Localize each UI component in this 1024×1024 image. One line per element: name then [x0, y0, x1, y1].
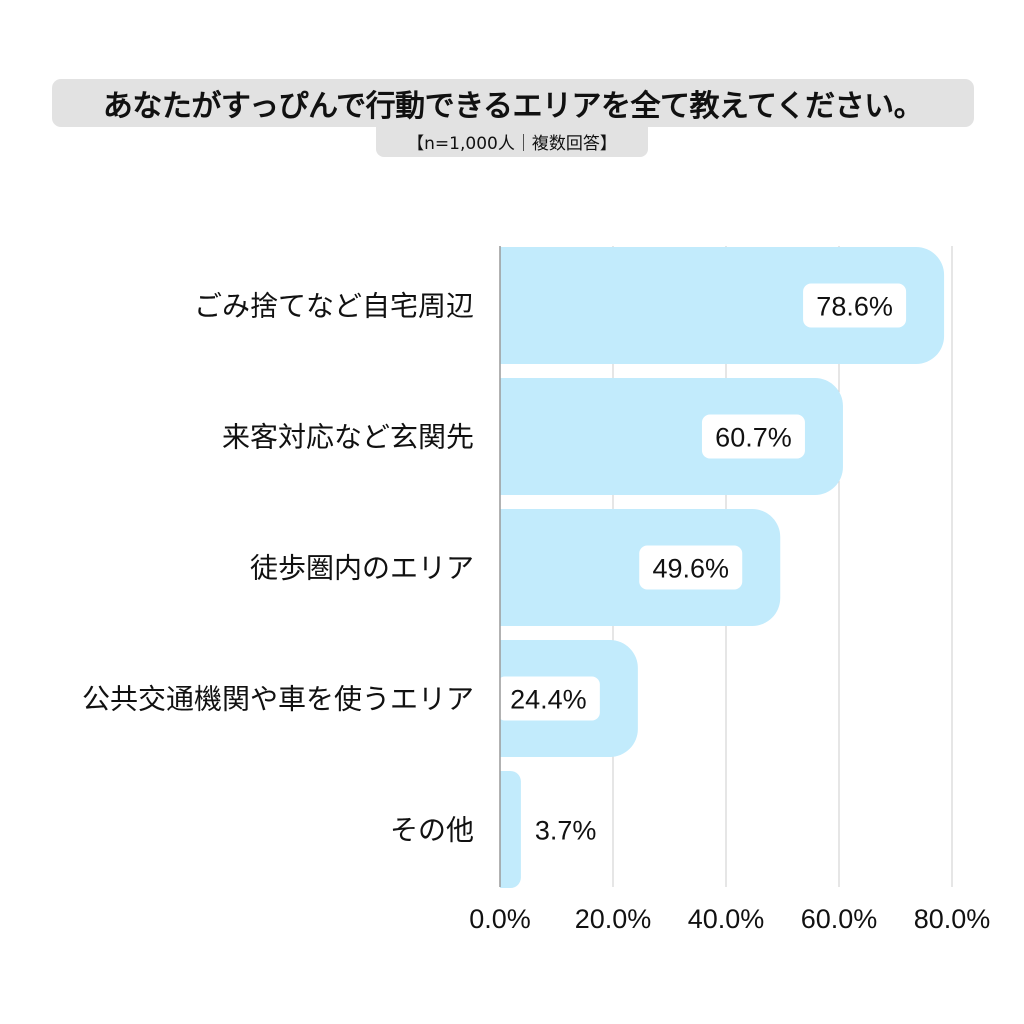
value-label: 3.7% [535, 816, 597, 846]
chart-title-box: あなたがすっぴんで行動できるエリアを全て教えてください。 [52, 79, 974, 127]
value-label-box [639, 545, 743, 590]
value-label-box [701, 414, 805, 459]
bar [500, 247, 945, 365]
value-label: 49.6% [652, 554, 729, 584]
x-tick-label: 20.0% [575, 904, 652, 934]
value-label: 24.4% [510, 685, 587, 715]
chart-subtitle: 【n=1,000人｜複数回答】 [407, 133, 617, 154]
category-label: ごみ捨てなど自宅周辺 [194, 290, 474, 323]
category-label: 来客対応など玄関先 [222, 421, 474, 454]
chart-subtitle-box: 【n=1,000人｜複数回答】 [376, 125, 648, 157]
x-tick-label: 40.0% [688, 904, 765, 934]
chart-title: あなたがすっぴんで行動できるエリアを全て教えてください。 [102, 89, 924, 124]
value-label: 78.6% [816, 292, 893, 322]
category-label: 公共交通機関や車を使うエリア [82, 683, 474, 716]
category-label: その他 [390, 814, 474, 847]
x-tick-label: 60.0% [801, 904, 878, 934]
bar [500, 771, 521, 888]
value-label-box [803, 283, 907, 328]
bar [500, 378, 843, 495]
value-label-box [496, 676, 600, 721]
category-label: 徒歩圏内のエリア [250, 552, 474, 585]
value-label: 60.7% [715, 423, 792, 453]
x-tick-label: 0.0% [469, 904, 531, 934]
x-tick-label: 80.0% [914, 904, 991, 934]
